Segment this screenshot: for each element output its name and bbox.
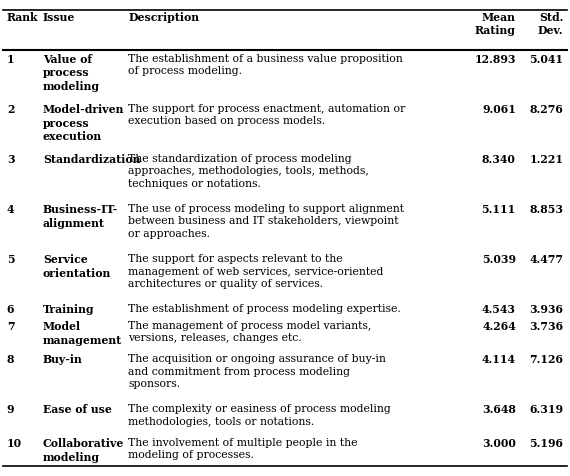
Text: Rank: Rank (7, 12, 38, 23)
Text: 3.936: 3.936 (529, 304, 563, 315)
Text: 6: 6 (7, 304, 14, 315)
Text: 3.000: 3.000 (482, 438, 516, 449)
Text: The involvement of multiple people in the
modeling of processes.: The involvement of multiple people in th… (128, 438, 358, 460)
Text: 5.111: 5.111 (482, 204, 516, 215)
Text: 7: 7 (7, 321, 14, 332)
Text: The establishment of a business value proposition
of process modeling.: The establishment of a business value pr… (128, 54, 403, 76)
Text: 8.276: 8.276 (530, 104, 563, 115)
Text: The acquisition or ongoing assurance of buy-in
and commitment from process model: The acquisition or ongoing assurance of … (128, 354, 386, 389)
Text: Collaborative
modeling: Collaborative modeling (43, 438, 124, 463)
Text: 8.340: 8.340 (482, 154, 516, 165)
Text: 4.543: 4.543 (482, 304, 516, 315)
Text: The support for aspects relevant to the
management of web services, service-orie: The support for aspects relevant to the … (128, 254, 384, 289)
Text: Issue: Issue (43, 12, 75, 23)
Text: The management of process model variants,
versions, releases, changes etc.: The management of process model variants… (128, 321, 372, 343)
Text: 8.853: 8.853 (529, 204, 563, 215)
Text: Mean
Rating: Mean Rating (475, 12, 516, 36)
Text: 9: 9 (7, 405, 14, 416)
Text: Standardization: Standardization (43, 154, 140, 165)
Text: 1.221: 1.221 (529, 154, 563, 165)
Text: Value of
process
modeling: Value of process modeling (43, 54, 100, 92)
Text: 2: 2 (7, 104, 14, 115)
Text: 5.196: 5.196 (529, 438, 563, 449)
Text: 4.264: 4.264 (482, 321, 516, 332)
Text: Buy-in: Buy-in (43, 354, 83, 366)
Text: The support for process enactment, automation or
execution based on process mode: The support for process enactment, autom… (128, 104, 405, 126)
Text: 3.648: 3.648 (482, 405, 516, 416)
Text: 6.319: 6.319 (529, 405, 563, 416)
Text: 7.126: 7.126 (529, 354, 563, 366)
Text: Business-IT-
alignment: Business-IT- alignment (43, 204, 118, 229)
Text: 4: 4 (7, 204, 14, 215)
Text: 5: 5 (7, 254, 14, 265)
Text: Std.
Dev.: Std. Dev. (538, 12, 563, 36)
Text: 9.061: 9.061 (482, 104, 516, 115)
Text: Model-driven
process
execution: Model-driven process execution (43, 104, 124, 142)
Text: Service
orientation: Service orientation (43, 254, 111, 279)
Text: Ease of use: Ease of use (43, 405, 112, 416)
Text: Description: Description (128, 12, 200, 23)
Text: The standardization of process modeling
approaches, methodologies, tools, method: The standardization of process modeling … (128, 154, 369, 189)
Text: 5.039: 5.039 (482, 254, 516, 265)
Text: The establishment of process modeling expertise.: The establishment of process modeling ex… (128, 304, 401, 314)
Text: 3: 3 (7, 154, 14, 165)
Text: 8: 8 (7, 354, 14, 366)
Text: 3.736: 3.736 (529, 321, 563, 332)
Text: 5.041: 5.041 (529, 54, 563, 65)
Text: Training: Training (43, 304, 94, 315)
Text: The use of process modeling to support alignment
between business and IT stakeho: The use of process modeling to support a… (128, 204, 404, 239)
Text: 10: 10 (7, 438, 22, 449)
Text: 12.893: 12.893 (474, 54, 516, 65)
Text: 1: 1 (7, 54, 14, 65)
Text: The complexity or easiness of process modeling
methodologies, tools or notations: The complexity or easiness of process mo… (128, 405, 391, 427)
Text: 4.477: 4.477 (529, 254, 563, 265)
Text: Model
management: Model management (43, 321, 122, 346)
Text: 4.114: 4.114 (482, 354, 516, 366)
